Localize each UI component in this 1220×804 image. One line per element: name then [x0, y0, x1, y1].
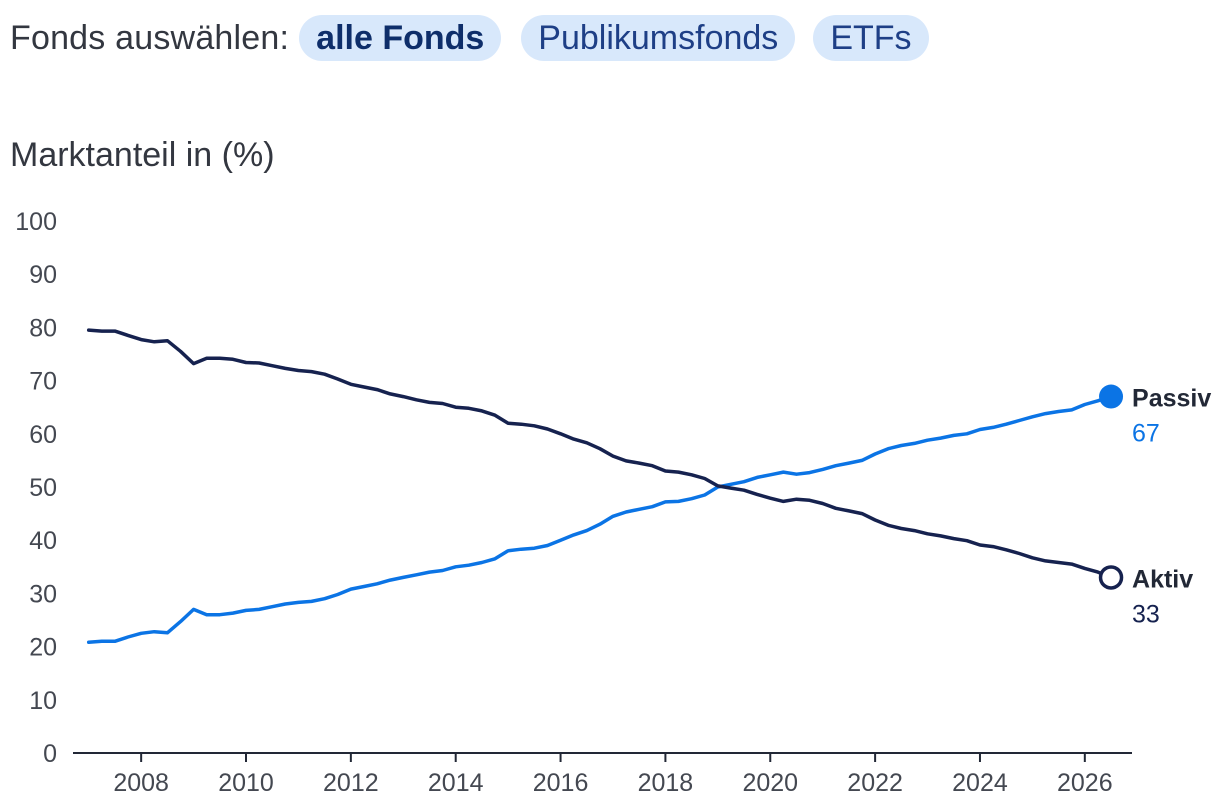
fund-filter-bar: Fonds auswählen: alle Fonds Publikumsfon… — [10, 14, 947, 62]
x-tick-label: 2022 — [847, 769, 903, 797]
x-tick-label: 2010 — [218, 769, 274, 797]
y-axis-title: Marktanteil in (%) — [10, 136, 275, 174]
series-end-marker-passiv — [1099, 384, 1124, 409]
x-tick-label: 2014 — [428, 769, 484, 797]
y-tick-label: 70 — [29, 368, 57, 396]
series-end-value-passiv: 67 — [1132, 420, 1160, 448]
series-name-aktiv: Aktiv — [1132, 565, 1193, 593]
y-tick-label: 50 — [29, 474, 57, 502]
filter-label: Fonds auswählen: — [10, 18, 290, 57]
y-tick-label: 30 — [29, 580, 57, 608]
y-tick-label: 10 — [29, 687, 57, 715]
series-name-passiv: Passiv — [1132, 385, 1211, 413]
y-tick-label: 80 — [29, 314, 57, 342]
x-tick-label: 2016 — [533, 769, 589, 797]
x-tick-label: 2026 — [1057, 769, 1113, 797]
series-line-passiv — [86, 394, 1113, 645]
x-tick-label: 2020 — [742, 769, 798, 797]
x-tick-label: 2018 — [638, 769, 694, 797]
y-tick-label: 60 — [29, 421, 57, 449]
filter-chip-publikumsfonds[interactable]: Publikumsfonds — [521, 15, 796, 61]
series-line-aktiv — [86, 328, 1113, 580]
series-end-marker-aktiv — [1098, 565, 1124, 590]
series-end-value-aktiv: 33 — [1132, 600, 1160, 628]
series-end-labels: Passiv 67 Aktiv 33 — [1098, 384, 1211, 628]
y-tick-label: 40 — [29, 527, 57, 555]
y-tick-label: 100 — [15, 208, 57, 236]
x-tick-label: 2024 — [952, 769, 1008, 797]
y-tick-label: 20 — [29, 634, 57, 662]
x-tick-label: 2012 — [323, 769, 379, 797]
y-tick-label: 90 — [29, 261, 57, 289]
y-tick-label: 0 — [43, 740, 57, 768]
x-axis-ticks: 2008 2010 2012 2014 2016 2018 2020 2022 2024 2026 — [113, 753, 1113, 797]
filter-chip-etfs[interactable]: ETFs — [813, 15, 929, 61]
x-tick-label: 2008 — [113, 769, 169, 797]
y-axis-ticks: 0 10 20 30 40 50 60 70 80 90 100 — [15, 208, 57, 768]
series-lines — [86, 328, 1113, 645]
filter-chip-all-funds[interactable]: alle Fonds — [299, 15, 502, 61]
